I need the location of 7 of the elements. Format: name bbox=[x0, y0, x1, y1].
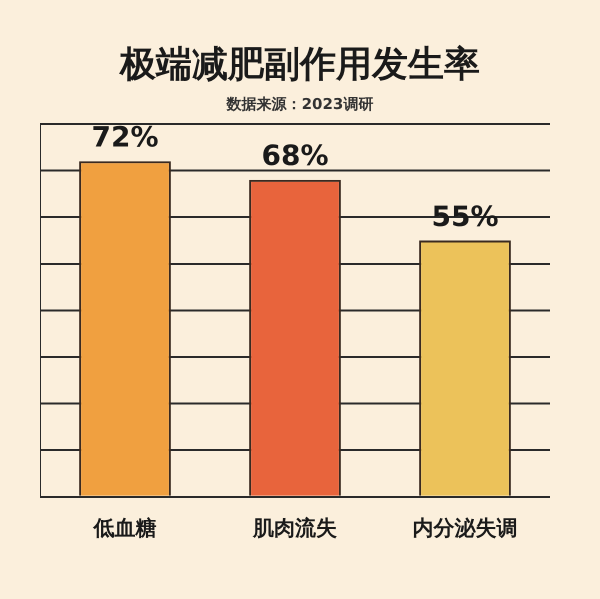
data-label: 72% bbox=[91, 120, 159, 154]
data-label: 68% bbox=[261, 139, 329, 172]
chart-subtitle: 数据来源：2023调研 bbox=[225, 95, 374, 114]
x-tick-label: 内分泌失调 bbox=[412, 516, 518, 540]
x-tick-label: 肌肉流失 bbox=[252, 516, 337, 540]
x-tick-label: 低血糖 bbox=[92, 516, 156, 540]
chart-title: 极端减肥副作用发生率 bbox=[118, 43, 481, 87]
